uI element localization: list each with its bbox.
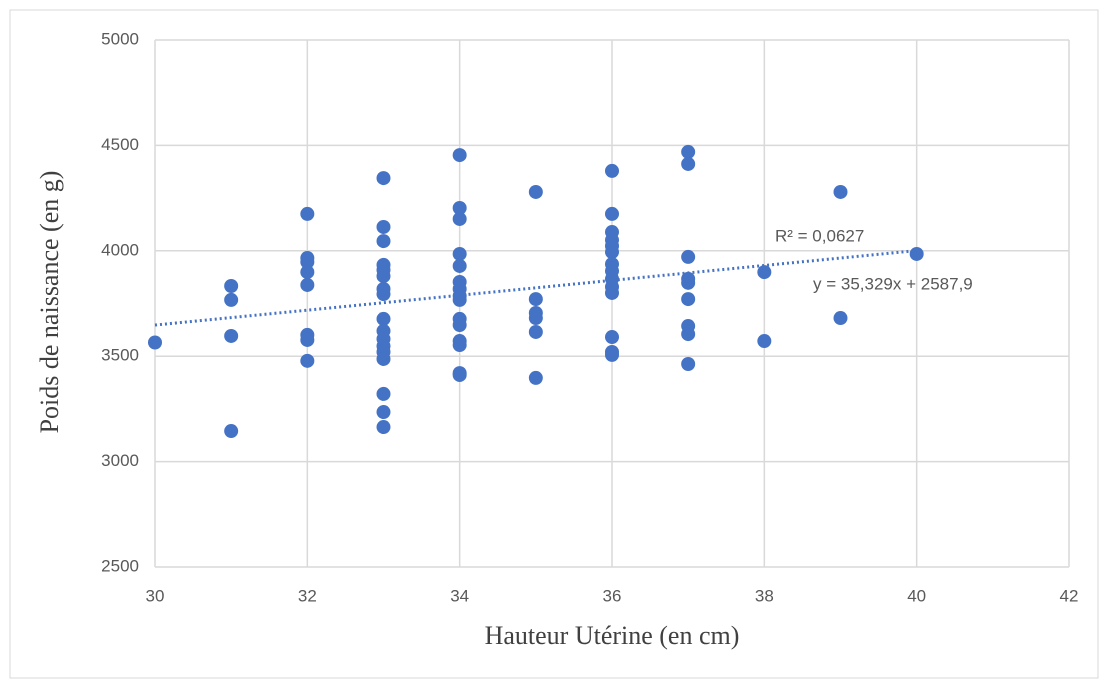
data-point [452,318,467,333]
data-point [452,148,467,163]
data-point [376,171,391,186]
x-tick-label: 36 [603,586,622,605]
data-point [681,356,696,371]
data-point [605,330,619,345]
data-point [300,206,315,221]
data-point [376,219,391,234]
data-point [909,246,924,261]
data-point [300,265,315,280]
data-point [452,211,467,226]
data-point [148,335,162,350]
data-point [452,367,467,382]
data-point [376,234,391,249]
data-point [681,144,696,159]
data-point [528,324,543,339]
data-point [681,327,696,342]
y-tick-label: 4500 [101,135,139,154]
data-point [605,347,619,362]
y-tick-label: 2500 [101,556,139,575]
data-point [452,201,467,216]
data-point [452,338,467,353]
data-point [681,292,696,307]
data-point [300,277,315,292]
data-point [300,353,315,368]
data-point [376,405,391,420]
r2-label: R² = 0,0627 [775,226,864,245]
data-point [681,249,696,264]
chart-border [9,9,1099,679]
data-point [528,370,543,385]
data-point [605,163,619,178]
data-point [224,292,239,307]
data-point [528,184,543,199]
y-tick-label: 4000 [101,240,139,259]
x-tick-label: 42 [1060,586,1079,605]
data-point [452,258,467,273]
x-tick-label: 32 [298,586,317,605]
data-point [452,292,467,307]
trendline-equation: y = 35,329x + 2587,9 [813,274,973,293]
data-point [224,279,239,294]
data-point [528,311,543,326]
data-point [757,334,772,349]
x-tick-label: 38 [755,586,774,605]
data-point [833,184,848,199]
data-point [605,285,619,300]
data-point [376,269,391,284]
data-point [376,311,391,326]
data-point [528,292,543,307]
x-tick-label: 40 [907,586,926,605]
data-point [605,245,619,260]
data-point [605,206,619,221]
y-tick-label: 3500 [101,346,139,365]
data-point [224,328,239,343]
data-point [452,246,467,261]
x-tick-label: 30 [146,586,165,605]
data-point [376,420,391,435]
data-point [300,254,315,269]
y-axis-title: Poids de naissance (en g) [35,171,64,434]
y-tick-label: 5000 [101,29,139,48]
x-tick-label: 34 [450,586,469,605]
data-point [376,386,391,401]
data-point [376,351,391,366]
x-axis-title: Hauteur Utérine (en cm) [485,621,740,650]
data-point [300,332,315,347]
y-tick-label: 3000 [101,451,139,470]
data-point [681,156,696,171]
data-point [757,265,772,280]
data-point [224,424,239,439]
data-point [376,287,391,302]
data-point [681,275,696,290]
data-point [833,311,848,326]
